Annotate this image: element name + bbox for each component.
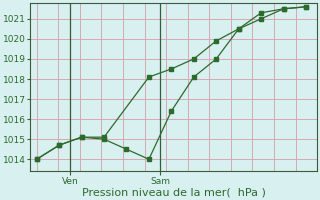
X-axis label: Pression niveau de la mer(  hPa ): Pression niveau de la mer( hPa ): [82, 187, 266, 197]
